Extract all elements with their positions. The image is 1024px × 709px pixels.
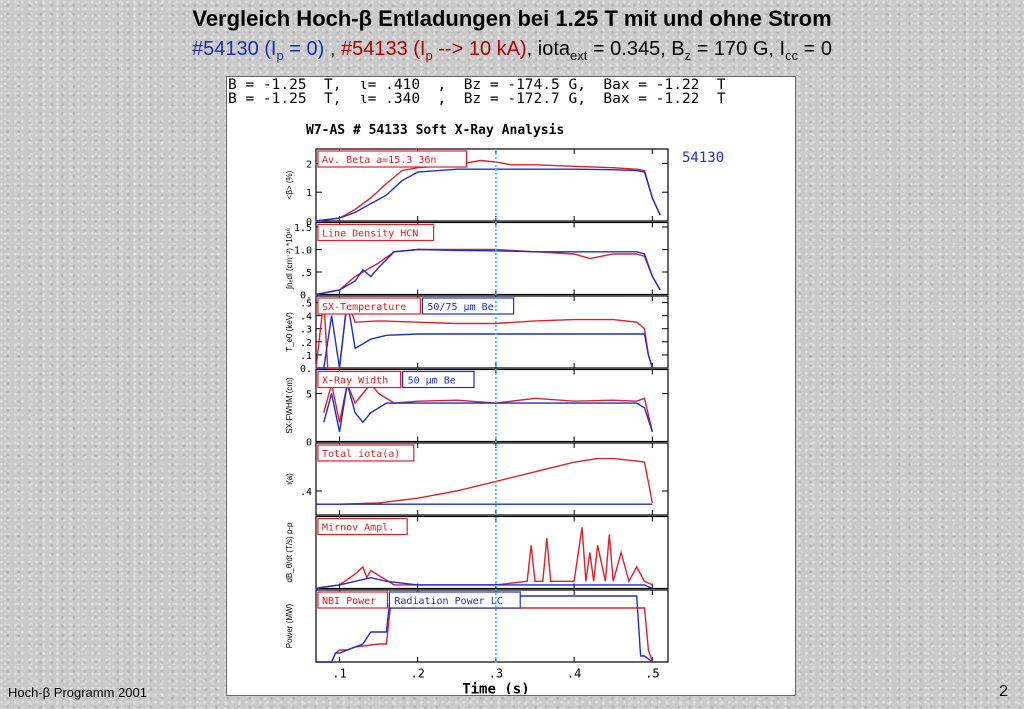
series-line-red <box>323 381 654 433</box>
panel-label2: 50 μm Be <box>408 376 456 387</box>
panel-frame <box>315 589 669 663</box>
y-tick-label: .5 <box>300 299 312 310</box>
y-tick-label: 1.0 <box>294 246 312 257</box>
panel-label-box <box>317 444 415 462</box>
y-axis-label: dB_θ/dt (T/s) p-p <box>285 522 294 583</box>
series-line-red <box>315 159 661 222</box>
series-line-blue <box>315 168 661 222</box>
subtitle-params: , iotaext = 0.345, Bz = 170 G, Icc = 0 <box>526 38 833 63</box>
series-line-blue <box>315 248 661 296</box>
page-number: 2 <box>999 683 1008 700</box>
x-tick-label: .5 <box>645 667 659 681</box>
y-tick-label: .2 <box>300 338 312 349</box>
condition-line-1: B = -1.25 T, ι= .410 , Bz = -174.5 G, Ba… <box>228 77 726 93</box>
panel-label: Mirnov Ampl. <box>322 523 394 534</box>
panel-frame <box>315 515 669 590</box>
panel-label: Total iota(a) <box>322 449 400 460</box>
panel-label: SX-Temperature <box>322 302 406 313</box>
shot-label: 54130 <box>682 150 724 166</box>
panel-label: Av. Beta a=15.3 36n <box>322 155 436 166</box>
y-tick-label: 0. <box>300 364 312 375</box>
chart-panel-1: 0 1 2 <β> (%) Av. Beta a=15.3 36n <box>285 148 669 228</box>
series-line-red <box>315 248 661 296</box>
panel-frame <box>315 148 669 222</box>
y-tick-label: 0. <box>300 291 312 302</box>
y-tick-label: 5 <box>306 390 312 401</box>
chart-panel-7: Power (MW) NBI Power Radiation Power LC <box>285 589 669 663</box>
y-tick-label: 1 <box>306 188 312 199</box>
panel-label2-box <box>402 370 475 389</box>
y-axis-label: ∫nₑdl (cm⁻²) *10¹⁶ <box>285 228 294 290</box>
panel-label2: Radiation Power LC <box>394 596 502 607</box>
subtitle-shot-b: #54133 (Ip --> 10 kA) <box>340 38 527 63</box>
slide-title: Vergleich Hoch-β Entladungen bei 1.25 T … <box>192 6 832 31</box>
x-tick-label: .3 <box>489 667 503 681</box>
series-line-blue <box>323 383 654 433</box>
series-line-red <box>316 457 654 505</box>
y-tick-label: 0 <box>306 438 312 449</box>
conditions-block: B = -1.25 T, ι= .410 , Bz = -174.5 G, Ba… <box>228 77 794 107</box>
slide-subtitle: #54130 (Ip = 0) , #54133 (Ip --> 10 kA),… <box>191 38 833 63</box>
y-tick-label: .4 <box>300 312 312 323</box>
series-line-blue <box>315 576 653 590</box>
panel-frame <box>315 442 669 516</box>
panel-label-box <box>317 591 389 609</box>
panel-label: X-Ray Width <box>322 376 388 387</box>
chart-panel-3: 0. .1 .2 .3 .4 .5 T_e0 (keV) SX-Temperature 50/7… <box>285 295 669 375</box>
panel-label2: 50/75 μm Be <box>427 302 493 313</box>
y-axis-label: SX-FWHM (cm) <box>285 377 294 434</box>
series-line-red <box>315 527 653 590</box>
series-line-red <box>315 299 654 369</box>
chart-panel-6: dB_θ/dt (T/s) p-p Mirnov Ampl. <box>285 515 669 590</box>
y-tick-label: .1 <box>300 351 312 362</box>
panel-frame <box>315 295 669 369</box>
series-line-blue <box>316 299 654 369</box>
panel-frame <box>315 221 669 296</box>
x-axis-label: Time (s) <box>462 682 529 695</box>
x-tick-label: .1 <box>332 667 346 681</box>
panel-label2-box <box>388 591 521 609</box>
y-axis-label: <β> (%) <box>285 170 294 199</box>
series-line-red <box>316 607 654 663</box>
series-line-blue <box>316 595 653 663</box>
panel-label-box <box>317 517 408 536</box>
x-tick-label: .2 <box>410 667 424 681</box>
panel-label-box <box>317 297 422 315</box>
panel-label: Line Density HCN <box>322 229 418 240</box>
condition-line-2: B = -1.25 T, ι= .340 , Bz = -172.7 G, Ba… <box>228 91 726 107</box>
chart-panel-4: 0 5 SX-FWHM (cm) X-Ray Width 50 μm Be <box>285 368 669 449</box>
subtitle-shot-a: #54130 (Ip = 0) <box>191 38 325 63</box>
y-tick-label: .4 <box>300 487 312 498</box>
y-tick-label: 1.5 <box>294 223 312 234</box>
panel-label2-box <box>421 297 515 315</box>
y-axis-label: T_e0 (keV) <box>285 312 294 352</box>
y-tick-label: .5 <box>300 268 312 279</box>
chart-panel-2: 0. .5 1.0 1.5∫nₑdl (cm⁻²) *10¹⁶ Line Density… <box>285 221 669 302</box>
panel-label-box <box>317 150 468 168</box>
y-tick-label: 0 <box>306 217 312 228</box>
panel-frame <box>315 368 669 443</box>
chart-svg: W7-AS # 54133 Soft X-Ray Analysis5413001… <box>285 123 724 695</box>
y-tick-label: .3 <box>300 325 312 336</box>
x-tick-label: .4 <box>567 667 581 681</box>
chart-panel-5: .4 ι(a) Total iota(a) <box>285 442 669 516</box>
y-axis-label: ι(a) <box>285 473 294 485</box>
y-axis-label: Power (MW) <box>285 603 294 648</box>
panel-label-box <box>317 223 435 242</box>
y-tick-label: 2 <box>306 159 312 170</box>
panel-label-box <box>317 370 402 389</box>
chart-title: W7-AS # 54133 Soft X-Ray Analysis <box>306 123 564 138</box>
panel-label: NBI Power <box>322 596 376 607</box>
footer-program: Hoch-β Programm 2001 <box>8 685 147 700</box>
